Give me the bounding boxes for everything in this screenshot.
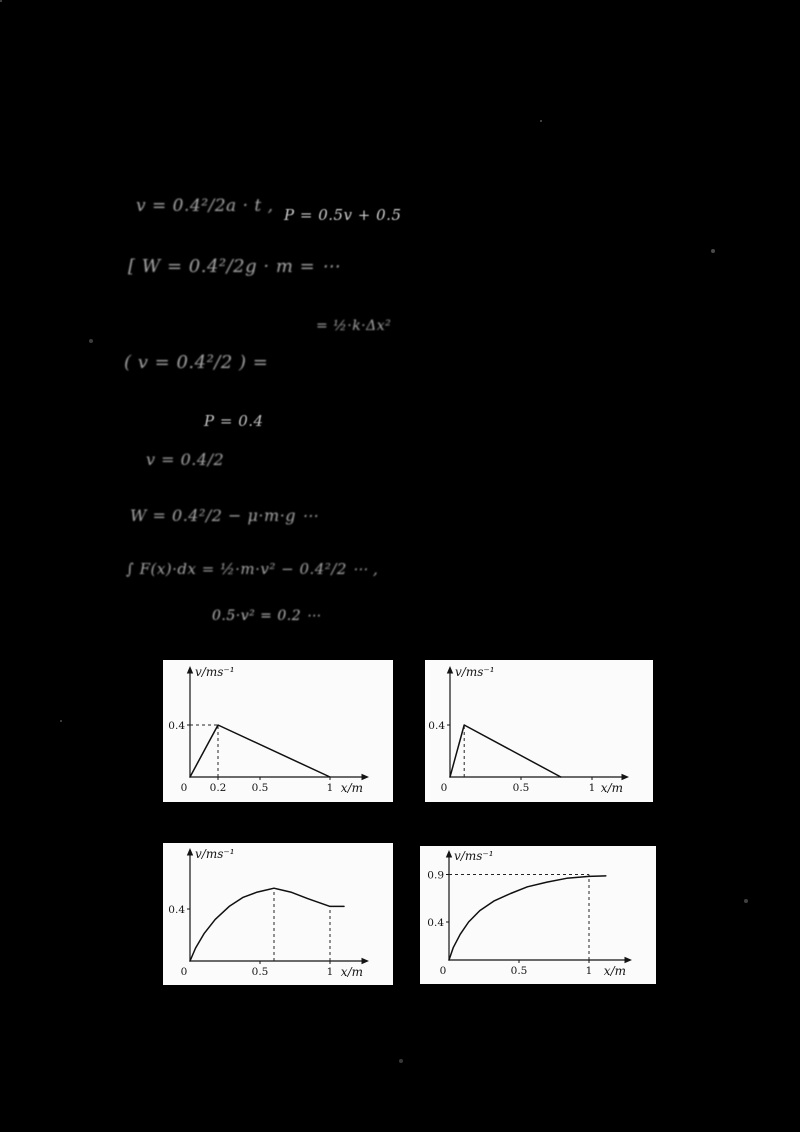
x-tick-label: 0.5: [513, 782, 530, 794]
axes: [448, 854, 628, 961]
chart-svg-0: 0 0.2 0.5 1 0.4 v/ms⁻¹ x/m: [168, 665, 369, 795]
y-tick-label: 0.4: [428, 720, 445, 732]
scan-noise: [0, 0, 2, 2]
data-curve: [189, 724, 331, 778]
chart-svg-1: 0 0.5 1 0.4 v/ms⁻¹ x/m: [428, 665, 629, 795]
equation-fragment-4: = ½·k·Δx²: [316, 318, 392, 334]
equation-fragment-9: ∫ F(x)·dx = ½·m·v² − 0.4²/2 ⋯ ,: [126, 560, 379, 578]
axes: [189, 670, 365, 778]
x-axis-arrow-icon: [624, 956, 632, 964]
x-tick-label: 0.5: [252, 966, 269, 978]
x-tick-label: 0: [440, 965, 447, 977]
chart-top-left: 0 0.2 0.5 1 0.4 v/ms⁻¹ x/m: [163, 660, 393, 802]
y-tick-label: 0.4: [168, 720, 185, 732]
equation-fragment-10: 0.5·v² = 0.2 ⋯: [212, 608, 321, 624]
x-tick-label: 1: [327, 782, 334, 794]
chart-top-right: 0 0.5 1 0.4 v/ms⁻¹ x/m: [425, 660, 653, 802]
axes: [449, 670, 625, 778]
equation-fragment-2: P = 0.5v + 0.5: [284, 206, 402, 224]
equation-fragment-8: W = 0.4²/2 − μ·m·g ⋯: [130, 506, 319, 525]
x-tick-label: 0: [441, 782, 448, 794]
y-axis-arrow-icon: [186, 666, 194, 674]
data-curve: [449, 724, 562, 778]
y-tick-label: 0.4: [427, 917, 444, 929]
equation-fragment-3: [ W = 0.4²/2g · m = ⋯: [128, 256, 340, 277]
x-tick-label: 0.2: [210, 782, 227, 794]
x-tick-label: 1: [586, 965, 593, 977]
y-axis-arrow-icon: [446, 666, 454, 674]
x-axis-label: x/m: [601, 781, 623, 795]
x-axis-label: x/m: [604, 964, 626, 978]
x-axis-label: x/m: [341, 965, 363, 979]
y-axis-arrow-icon: [186, 848, 194, 856]
chart-svg-2: 0 0.5 1 0.4 v/ms⁻¹ x/m: [168, 847, 369, 979]
y-axis-label: v/ms⁻¹: [454, 849, 494, 863]
x-axis-arrow-icon: [361, 957, 369, 965]
y-axis-label: v/ms⁻¹: [195, 847, 235, 861]
x-axis-arrow-icon: [361, 773, 369, 781]
data-curve: [448, 875, 607, 961]
x-axis-arrow-icon: [621, 773, 629, 781]
x-tick-label: 0: [181, 782, 188, 794]
x-tick-label: 0.5: [252, 782, 269, 794]
x-tick-label: 1: [589, 782, 596, 794]
chart-svg-3: 0 0.5 1 0.4 0.9 v/ms⁻¹ x/m: [427, 849, 632, 978]
chart-bottom-left: 0 0.5 1 0.4 v/ms⁻¹ x/m: [163, 843, 393, 985]
y-tick-label: 0.4: [168, 904, 185, 916]
data-curve: [189, 887, 345, 962]
equation-fragment-5: ( v = 0.4²/2 ) =: [124, 352, 269, 373]
y-axis-label: v/ms⁻¹: [455, 665, 495, 679]
x-tick-label: 0.5: [511, 965, 528, 977]
x-tick-label: 1: [327, 966, 334, 978]
equation-fragment-7: v = 0.4/2: [146, 450, 225, 469]
y-tick-label: 0.9: [427, 870, 444, 882]
x-tick-label: 0: [181, 966, 188, 978]
y-axis-label: v/ms⁻¹: [195, 665, 235, 679]
equation-fragment-6: P = 0.4: [204, 412, 264, 430]
x-axis-label: x/m: [341, 781, 363, 795]
chart-bottom-right: 0 0.5 1 0.4 0.9 v/ms⁻¹ x/m: [420, 846, 656, 984]
y-axis-arrow-icon: [445, 850, 453, 858]
equation-fragment-1: v = 0.4²/2a · t ,: [136, 196, 274, 216]
